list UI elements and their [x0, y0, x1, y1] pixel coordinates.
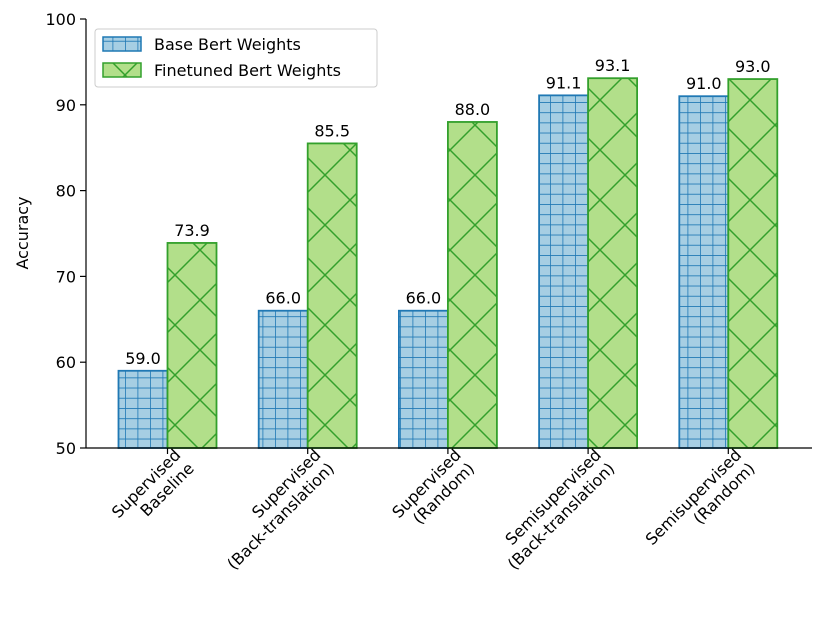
data-label: 91.1: [546, 73, 582, 92]
data-label: 88.0: [455, 100, 491, 119]
x-tick-label: Semisupervised(Back-translation): [490, 445, 618, 573]
bar-finetuned: [446, 121, 498, 449]
y-tick-label: 80: [56, 182, 76, 201]
x-tick-label: Semisupervised(Random): [642, 445, 759, 562]
data-label: 66.0: [406, 289, 442, 308]
bar-base: [117, 369, 169, 449]
bar-base: [678, 95, 730, 449]
x-tick-label: Supervised(Random): [388, 445, 478, 535]
legend-swatch-base: [102, 36, 142, 52]
data-label: 91.0: [686, 74, 722, 93]
x-tick-label: Supervised(Back-translation): [210, 445, 338, 573]
y-tick-label: 90: [56, 96, 76, 115]
bar-finetuned: [306, 142, 358, 449]
y-tick-label: 50: [56, 439, 76, 458]
data-label: 85.5: [314, 121, 350, 140]
data-label: 66.0: [265, 289, 301, 308]
bar-base: [257, 309, 309, 449]
x-tick-label: SupervisedBaseline: [108, 445, 198, 535]
legend-label-base: Base Bert Weights: [154, 35, 301, 54]
y-axis-title: Accuracy: [13, 196, 32, 269]
legend-swatch-finetuned: [102, 62, 142, 78]
y-tick-label: 70: [56, 267, 76, 286]
bar-finetuned: [587, 77, 638, 449]
data-label: 93.1: [595, 56, 631, 75]
bar-base: [397, 309, 449, 449]
bar-finetuned: [727, 78, 779, 449]
data-label: 59.0: [125, 349, 161, 368]
data-label: 93.0: [735, 57, 771, 76]
legend: Base Bert Weights Finetuned Bert Weights: [94, 28, 378, 88]
bar-base: [538, 94, 589, 449]
legend-frame: [94, 28, 378, 88]
data-label: 73.9: [174, 221, 210, 240]
bar-finetuned: [166, 242, 218, 449]
legend-label-finetuned: Finetuned Bert Weights: [154, 61, 341, 80]
y-tick-label: 100: [45, 10, 76, 29]
y-tick-label: 60: [56, 353, 76, 372]
plot-area: 50 60 70 80 90 100 59.0 73.9 66.0 85.5 66.0 88.0 91.…: [45, 10, 812, 573]
